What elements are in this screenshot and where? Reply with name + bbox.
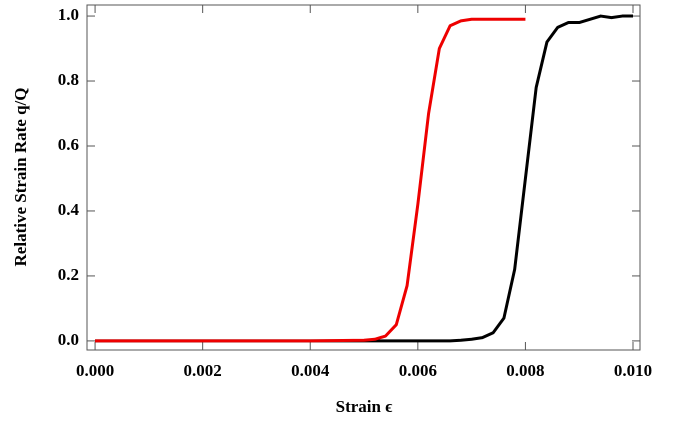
y-tick-label: 0.4: [58, 200, 80, 219]
x-tick-label: 0.006: [399, 361, 437, 380]
x-tick-label: 0.004: [291, 361, 330, 380]
y-axis-label: Relative Strain Rate q/Q: [11, 88, 30, 267]
data-line: [95, 17, 526, 343]
x-tick-label: 0.000: [76, 361, 114, 380]
y-tick-label: 0.2: [58, 265, 79, 284]
x-tick-label: 0.002: [184, 361, 222, 380]
y-tick-label: 0.8: [58, 70, 79, 89]
x-tick-label: 0.010: [614, 361, 652, 380]
y-tick-label: 0.0: [58, 330, 79, 349]
y-tick-label: 1.0: [58, 5, 79, 24]
x-tick-label: 0.008: [506, 361, 544, 380]
data-line: [95, 14, 634, 343]
y-tick-label: 0.6: [58, 135, 79, 154]
plot-frame: [86, 4, 641, 351]
x-axis-label: Strain ϵ: [336, 397, 393, 416]
